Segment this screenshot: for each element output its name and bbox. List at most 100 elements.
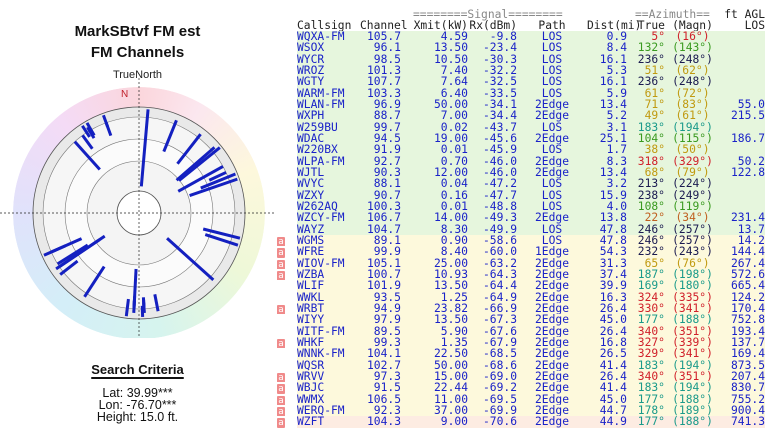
table-row[interactable]: WIYY 97.9 13.50 -67.3 2Edge 45.0 177° (188°) 752… [275,314,767,326]
table-row[interactable]: WJTL 90.3 12.00 -46.0 2Edge 13.4 68° (79°) 122.8 [275,167,767,178]
table-row[interactable]: a WRVV 97.3 15.00 -69.0 2Edge 26.4 340° (351°) 20… [275,371,767,383]
cell-dist: 16.3 [587,291,627,303]
col-rx[interactable]: Rx(dBm) [469,19,517,32]
cell-tru: 108° [627,201,665,212]
col-los[interactable]: LOS [744,19,765,32]
col-true[interactable]: True [637,19,665,32]
cell-los: 169.4 [720,348,765,360]
table-row[interactable]: WDAC 94.5 19.00 -45.6 2Edge 25.1 104° (115°) 186… [275,133,767,144]
cell-dist: 26.4 [587,325,627,337]
table-row[interactable]: WQXA-FM 105.7 4.59 -9.8 LOS 0.9 5° (16°) [275,31,767,42]
cell-ch: 106.7 [360,212,401,224]
station-bar [132,300,136,313]
cell-path: 2Edge [517,155,587,167]
cell-rx: -49.3 [468,212,517,224]
cell-dist: 47.8 [587,223,627,235]
table-row[interactable]: WNNK-FM 104.1 22.50 -68.5 2Edge 26.5 329° (341°… [275,348,767,360]
table-row[interactable]: WXPH 88.7 7.00 -34.4 2Edge 5.2 49° (61°) 215.5 [275,110,767,122]
table-row[interactable]: WYCR 98.5 10.50 -30.3 LOS 16.1 236° (248°) [275,53,767,65]
col-xmit[interactable]: Xmit(kW) [413,19,468,32]
cell-dist: 8.4 [587,42,627,54]
table-row[interactable]: WARM-FM 103.3 6.40 -33.5 LOS 5.9 61° (72°) [275,87,767,99]
height-text: Height: 15.0 ft. [96,410,179,424]
cell-cs: WYCR [297,53,360,65]
badge-cell [275,53,297,65]
table-row[interactable]: WLIF 101.9 13.50 -64.4 2Edge 39.9 169° (180°) 66… [275,280,767,292]
table-row[interactable]: a WZBA 100.7 10.93 -64.3 2Edge 37.4 187° (198°) 5… [275,269,767,281]
cell-mag: (188°) [665,393,720,406]
cell-ch: 90.3 [360,167,401,178]
cell-dist: 25.1 [587,133,627,144]
report-subtitle: FM Channels [90,44,185,61]
table-row[interactable]: W262AQ 100.3 0.01 -48.8 LOS 4.0 108° (119°) [275,201,767,212]
table-row[interactable]: WWKL 93.5 1.25 -64.9 2Edge 16.3 324° (335°) 124.… [275,291,767,303]
cell-ch: 88.7 [360,110,401,122]
cell-rx: -32.5 [468,76,517,88]
cell-rx: -70.6 [468,416,517,429]
cell-dist: 8.3 [587,155,627,167]
table-row[interactable]: WAYZ 104.7 8.30 -49.9 LOS 47.8 246° (257°) 13.7 [275,223,767,235]
table-row[interactable]: WLPA-FM 92.7 0.70 -46.0 2Edge 8.3 318° (329°) 50… [275,155,767,167]
cell-rx: -58.6 [468,235,517,247]
table-row[interactable]: W259BU 99.7 0.02 -43.7 LOS 3.1 183° (194°) [275,121,767,133]
table-row[interactable]: a WIOV-FM 105.1 25.00 -63.2 2Edge 31.3 65° (76°)… [275,257,767,270]
audio-badge: a [277,395,285,406]
table-row[interactable]: WITF-FM 89.5 5.90 -67.6 2Edge 26.4 340° (351°) 1… [275,325,767,337]
col-dist[interactable]: Dist(mi) [587,19,642,32]
table-row[interactable]: WSOX 96.1 13.50 -23.4 LOS 8.4 132° (143°) [275,42,767,54]
cell-rx: -47.2 [468,178,517,190]
table-row[interactable]: WLAN-FM 96.9 50.00 -34.1 2Edge 13.4 71° (83°) 55… [275,99,767,110]
cell-tru: 38° [627,144,665,156]
table-row[interactable]: WQSR 102.7 50.00 -68.6 2Edge 41.4 183° (194°) 87… [275,359,767,371]
cell-rx: -69.9 [468,405,517,417]
audio-badge: a [277,259,285,270]
table-row[interactable]: a WFRE 99.9 8.40 -60.0 1Edge 54.3 232° (243°) 144… [275,246,767,259]
cell-dist: 37.4 [587,269,627,281]
cell-rx: -60.0 [468,246,517,259]
table-row[interactable]: a WGMS 89.1 0.90 -58.6 LOS 47.8 246° (257°) 14.2 [275,235,767,247]
cell-path: LOS [517,42,587,54]
cell-path: 2Edge [517,212,587,224]
cell-kw: 0.01 [401,201,468,212]
cell-ch: 100.7 [360,269,401,281]
table-row[interactable]: a WRBT 94.9 23.82 -66.9 2Edge 26.4 330° (341°) 17… [275,303,767,315]
table-row[interactable]: W220BX 91.9 0.01 -45.9 LOS 1.7 38° (50°) [275,144,767,156]
table-row[interactable]: a WBJC 91.5 22.44 -69.2 2Edge 41.4 183° (194°) 83… [275,382,767,395]
cell-tru: 183° [627,121,665,133]
col-magn[interactable]: (Magn) [672,19,713,32]
col-path[interactable]: Path [538,19,566,32]
station-bar [83,265,106,298]
cell-tru: 327° [627,337,665,349]
table-row[interactable]: a WZFT 104.3 9.00 -70.6 2Edge 44.9 177° (188°) 74… [275,416,767,429]
cell-los [720,87,765,99]
station-bar [86,126,96,139]
cell-cs: WQXA-FM [297,31,360,42]
table-row[interactable]: WVYC 88.1 0.04 -47.2 LOS 3.2 213° (224°) [275,178,767,190]
cell-dist: 3.1 [587,121,627,133]
audio-badge: a [277,304,285,315]
cell-cs: WLIF [297,280,360,292]
cell-tru: 187° [627,269,665,281]
table-row[interactable]: WZXY 90.7 0.16 -47.7 LOS 15.9 238° (249°) [275,189,767,201]
cell-path: 2Edge [517,393,587,406]
cell-tru: 51° [627,65,665,76]
cell-los: 144.4 [720,246,765,259]
cell-los: 207.4 [720,371,765,383]
col-callsign[interactable]: Callsign [297,19,352,32]
table-row[interactable]: WZCY-FM 106.7 14.00 -49.3 2Edge 13.8 22° (34°) 2… [275,212,767,224]
table-row[interactable]: WGTY 107.7 7.64 -32.5 LOS 16.1 236° (248°) [275,76,767,88]
cell-path: 2Edge [517,257,587,270]
table-row[interactable]: WROZ 101.3 7.40 -32.2 LOS 5.3 51° (62°) [275,65,767,76]
col-channel[interactable]: Channel [360,19,408,32]
table-row[interactable]: a WHKF 99.3 1.35 -67.9 2Edge 16.8 327° (339°) 137… [275,337,767,349]
cell-dist: 26.4 [587,303,627,315]
cell-los: 752.8 [720,314,765,326]
table-row[interactable]: a WERQ-FM 92.3 37.00 -69.9 2Edge 44.7 178° (189°… [275,405,767,417]
table-row[interactable]: a WWMX 106.5 11.00 -69.5 2Edge 45.0 177° (188°) 7… [275,393,767,406]
cell-kw: 25.00 [401,257,468,270]
cell-mag: (198°) [665,269,720,281]
cell-tru: 236° [627,53,665,65]
cell-path: 2Edge [517,405,587,417]
cell-path: LOS [517,31,587,42]
audio-badge: a [277,270,285,281]
